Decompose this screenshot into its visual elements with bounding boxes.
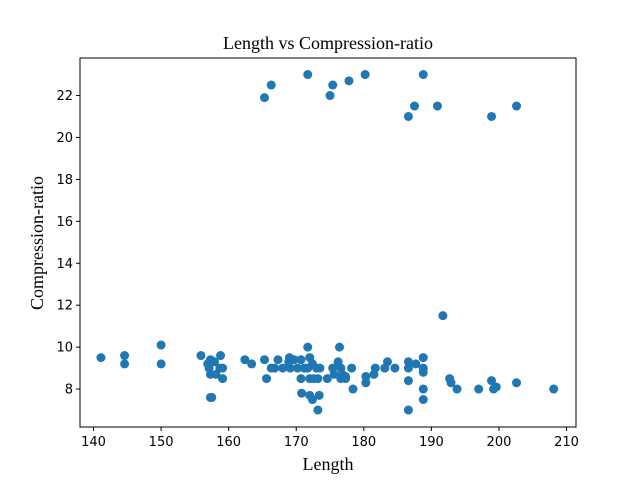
data-point (270, 363, 280, 373)
data-point (410, 101, 419, 111)
data-point (218, 363, 228, 373)
y-axis-label: Compression-ratio (27, 176, 47, 310)
data-point (259, 355, 269, 365)
data-point (418, 367, 428, 377)
data-point (512, 101, 522, 111)
data-point (403, 363, 413, 373)
y-tick-label: 22 (56, 89, 73, 104)
data-point (259, 93, 269, 103)
data-point (418, 384, 428, 394)
y-tick-label: 20 (56, 131, 73, 146)
data-point (487, 376, 497, 386)
y-tick-label: 14 (56, 257, 73, 272)
data-point (296, 374, 306, 384)
x-tick-label: 190 (419, 435, 444, 450)
data-point (293, 363, 303, 373)
data-point (452, 384, 462, 394)
data-point (120, 359, 130, 369)
data-point (207, 392, 217, 402)
x-tick-label: 210 (554, 435, 579, 450)
chart-title: Length vs Compression-ratio (223, 33, 433, 53)
data-point (418, 70, 428, 80)
data-point (403, 111, 413, 121)
data-point (218, 374, 228, 384)
data-point (361, 371, 371, 381)
data-point (307, 395, 317, 405)
data-point (313, 374, 323, 384)
data-point (390, 363, 400, 373)
data-point (209, 357, 219, 367)
plot-area-frame (79, 57, 577, 428)
data-point (216, 351, 226, 361)
data-point (446, 378, 456, 388)
data-point (411, 359, 421, 369)
data-point (297, 388, 307, 398)
data-point (474, 384, 484, 394)
data-point (347, 363, 357, 373)
data-point (156, 359, 166, 369)
y-tick-label: 8 (65, 383, 73, 398)
data-point (120, 351, 130, 361)
y-tick-label: 16 (56, 215, 73, 230)
data-point (382, 357, 392, 367)
data-point (370, 363, 380, 373)
y-tick-label: 18 (56, 173, 73, 188)
x-tick-label: 160 (216, 435, 241, 450)
data-point (328, 80, 338, 90)
data-point (266, 80, 276, 90)
data-point (303, 70, 313, 80)
y-tick-label: 10 (56, 341, 73, 356)
data-point (334, 342, 344, 352)
y-tick-label: 12 (56, 299, 73, 314)
data-point (491, 382, 501, 392)
data-point (289, 355, 299, 365)
data-point (313, 405, 323, 415)
data-point (432, 101, 442, 111)
data-point (403, 376, 413, 386)
data-point (273, 355, 283, 365)
data-point (315, 363, 325, 373)
data-point (418, 395, 428, 405)
data-point (341, 371, 351, 381)
data-point (325, 91, 335, 101)
data-point (262, 374, 272, 384)
data-point (296, 355, 306, 365)
data-point (360, 70, 370, 80)
ticks-layer: 140 150 160 170 180 190 200 210 8 10 12 14 16 18 20 22 (56, 89, 579, 450)
x-tick-label: 170 (284, 435, 309, 450)
data-point (278, 363, 288, 373)
x-tick-label: 150 (149, 435, 174, 450)
x-tick-label: 180 (351, 435, 376, 450)
x-axis-label: Length (303, 454, 354, 474)
data-point (240, 355, 250, 365)
data-point (303, 342, 313, 352)
x-tick-label: 200 (487, 435, 512, 450)
data-point (512, 378, 522, 388)
x-tick-label: 140 (81, 435, 106, 450)
data-point (348, 384, 358, 394)
data-point (96, 353, 106, 363)
data-point (403, 405, 413, 415)
data-point (438, 311, 448, 321)
data-point (344, 76, 354, 86)
data-point (361, 378, 371, 388)
data-point (329, 369, 339, 379)
data-point (322, 374, 332, 384)
data-point (418, 353, 428, 363)
points-layer (96, 70, 559, 415)
data-point (549, 384, 559, 394)
data-point (403, 357, 413, 367)
data-point (196, 351, 206, 361)
data-point (314, 390, 324, 400)
data-point (487, 111, 497, 121)
data-point (247, 359, 257, 369)
data-point (285, 363, 295, 373)
data-point (156, 340, 166, 350)
